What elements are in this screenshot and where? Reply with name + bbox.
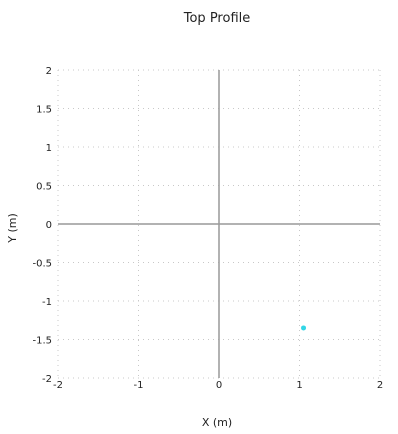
y-tick-label: -1 [42,297,52,308]
y-axis-label: Y (m) [6,213,19,244]
y-tick-label: -2 [42,374,52,385]
data-point [301,325,307,331]
y-tick-label: 0 [46,220,52,231]
y-tick-label: -1.5 [32,336,52,347]
y-tick-label: 1.5 [36,105,52,116]
y-tick-label: 0.5 [36,182,52,193]
chart-title: Top Profile [183,11,251,26]
y-tick-label: -0.5 [32,259,52,270]
y-tick-label: 2 [46,66,52,77]
y-tick-label: 1 [46,143,52,154]
x-tick-label: 2 [377,380,383,391]
x-tick-label: -1 [134,380,144,391]
x-tick-label: -2 [53,380,63,391]
axis-lines [58,70,380,378]
x-axis-label: X (m) [202,416,232,429]
tick-labels: -2 -1 0 1 2 2 1.5 1 0.5 0 -0.5 -1 -1.5 -2 [32,66,383,391]
x-tick-label: 1 [296,380,302,391]
x-tick-label: 0 [216,380,222,391]
data-points [301,325,307,331]
